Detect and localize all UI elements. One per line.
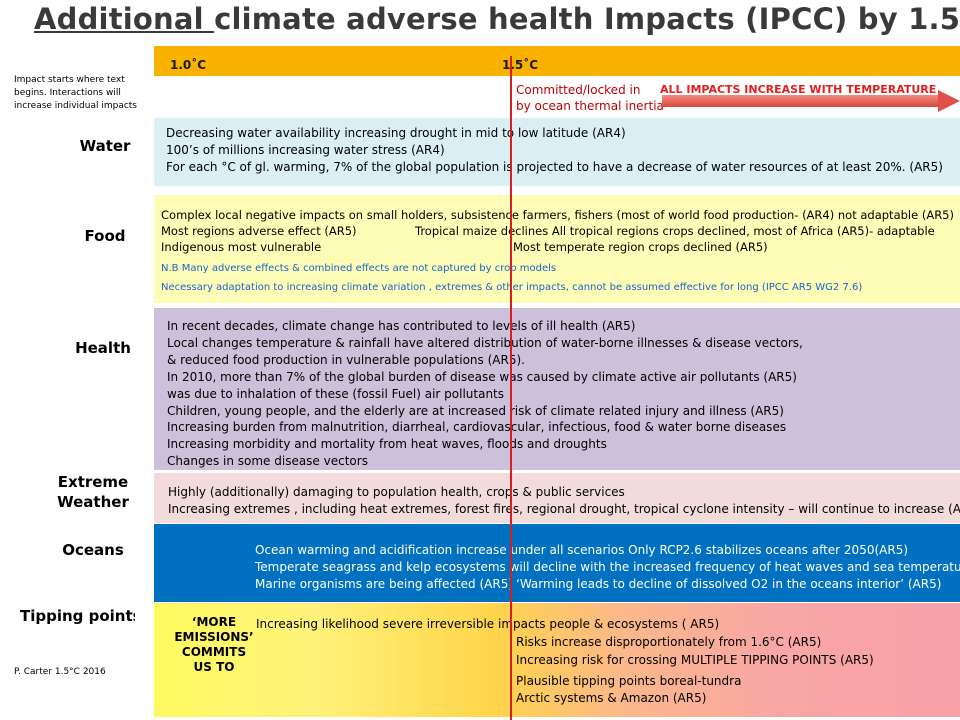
tipping-line: Increasing likelihood severe irreversibl…: [256, 617, 720, 631]
health-line: Local changes temperature & rainfall hav…: [167, 336, 803, 350]
tipping-line: Increasing risk for crossing MULTIPLE TI…: [516, 653, 874, 667]
committed-note: Committed/locked in by ocean thermal ine…: [516, 82, 664, 114]
water-box: Decreasing water availability increasing…: [154, 118, 960, 186]
health-box: In recent decades, climate change has co…: [154, 308, 960, 470]
commits-line: COMMITS: [181, 645, 247, 659]
health-line: & reduced food production in vulnerable …: [167, 353, 525, 367]
all-impacts-label: ALL IMPACTS INCREASE WITH TEMPERATURE: [660, 83, 937, 96]
extreme-weather-box: Highly (additionally) damaging to popula…: [154, 473, 960, 523]
health-line: Increasing burden from malnutrition, dia…: [167, 420, 787, 434]
tipping-line: Plausible tipping points boreal-tundra: [516, 674, 742, 688]
threshold-1-5-line: [510, 56, 512, 720]
food-box: Complex local negative impacts on small …: [154, 195, 960, 303]
author-credit: P. Carter 1.5°C 2016: [14, 667, 106, 677]
extreme-line: Increasing extremes , including heat ext…: [168, 502, 960, 516]
oceans-line: Temperate seagrass and kelp ecosystems w…: [255, 560, 960, 574]
water-line: 100’s of millions increasing water stres…: [166, 143, 445, 157]
health-line: Children, young people, and the elderly …: [167, 404, 784, 418]
commits-callout: ‘MORE EMISSIONS’ COMMITS US TO: [162, 615, 266, 675]
oceans-line: ‘Warming leads to decline of dissolved O…: [516, 577, 942, 591]
water-line: Decreasing water availability increasing…: [166, 126, 626, 140]
health-line: was due to inhalation of these (fossil F…: [167, 387, 505, 401]
title-rest: climate adverse health Impacts (IPCC) by…: [214, 2, 960, 36]
category-food: Food: [84, 227, 126, 245]
page-title: Additional climate adverse health Impact…: [34, 2, 960, 36]
tipping-points-box: ‘MORE EMISSIONS’ COMMITS US TO Increasin…: [154, 603, 960, 717]
food-line: Tropical maize declines All tropical reg…: [415, 224, 935, 238]
food-note: N.B Many adverse effects & combined effe…: [161, 263, 557, 274]
oceans-box: Ocean warming and acidification increase…: [154, 524, 960, 602]
food-line: Most temperate region crops declined (AR…: [513, 240, 768, 254]
water-line: For each °C of gl. warming, 7% of the gl…: [166, 160, 943, 174]
food-line: Complex local negative impacts on small …: [161, 208, 954, 222]
health-line: In 2010, more than 7% of the global burd…: [167, 370, 797, 384]
category-water: Water: [79, 137, 131, 155]
committed-line-2: by ocean thermal inertia: [516, 99, 664, 113]
oceans-line: Marine organisms are being affected (AR5…: [255, 577, 514, 591]
category-extreme-line-2: Weather: [57, 493, 129, 511]
impacts-arrow-head-icon: [938, 90, 960, 112]
extreme-line: Highly (additionally) damaging to popula…: [168, 485, 625, 499]
category-extreme-line-1: Extreme: [57, 473, 129, 491]
oceans-line: Ocean warming and acidification increase…: [255, 543, 909, 557]
health-line: In recent decades, climate change has co…: [167, 319, 636, 333]
commits-line: US TO: [193, 660, 235, 674]
temp-label-1-0: 1.0˚C: [170, 58, 207, 72]
tipping-line: Arctic systems & Amazon (AR5): [516, 691, 707, 705]
commits-line: ‘MORE: [191, 615, 237, 629]
food-line: Indigenous most vulnerable: [161, 240, 322, 254]
category-extreme-weather: Extreme Weather: [48, 472, 138, 512]
health-line: Changes in some disease vectors: [167, 454, 368, 468]
impact-note: Impact starts where text begins. Interac…: [14, 75, 137, 111]
temperature-bar: [154, 46, 960, 76]
committed-line-1: Committed/locked in: [516, 83, 641, 97]
food-line: Most regions adverse effect (AR5): [161, 224, 357, 238]
category-tipping-points: Tipping points: [20, 607, 135, 625]
impacts-arrow-shaft: [662, 95, 940, 107]
title-underlined-part: Additional: [34, 2, 215, 36]
tipping-line: Risks increase disproportionately from 1…: [516, 635, 822, 649]
category-oceans: Oceans: [62, 541, 124, 559]
commits-line: EMISSIONS’: [174, 630, 254, 644]
health-line: Increasing morbidity and mortality from …: [167, 437, 607, 451]
temp-label-1-5: 1.5˚C: [502, 58, 539, 72]
category-health: Health: [75, 339, 131, 357]
